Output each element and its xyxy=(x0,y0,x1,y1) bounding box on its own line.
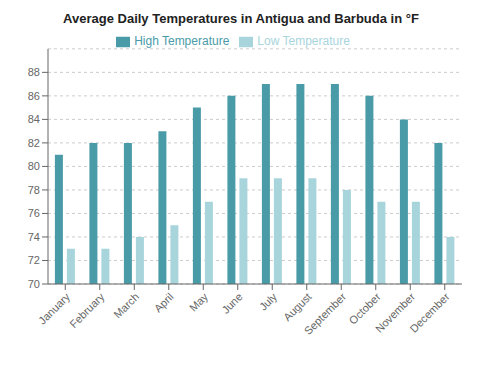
svg-text:November: November xyxy=(372,290,418,335)
svg-text:86: 86 xyxy=(28,90,40,102)
svg-text:88: 88 xyxy=(28,66,40,78)
svg-text:July: July xyxy=(257,290,280,313)
svg-text:January: January xyxy=(36,290,73,327)
svg-text:September: September xyxy=(302,290,349,337)
svg-text:May: May xyxy=(187,290,211,314)
svg-text:December: December xyxy=(407,290,452,335)
html-text:Low Temperature: Low Temperature xyxy=(257,34,350,48)
svg-text:March: March xyxy=(111,290,141,320)
svg-text:78: 78 xyxy=(28,184,40,196)
svg-text:August: August xyxy=(281,290,314,323)
svg-text:April: April xyxy=(152,290,176,314)
html-text:Average Daily Temperatures in: Average Daily Temperatures in Antigua an… xyxy=(63,11,419,26)
svg-text:72: 72 xyxy=(28,254,40,266)
html-text:High Temperature: High Temperature xyxy=(134,34,230,48)
svg-text:80: 80 xyxy=(28,160,40,172)
svg-text:76: 76 xyxy=(28,207,40,219)
svg-text:82: 82 xyxy=(28,137,40,149)
svg-text:74: 74 xyxy=(28,231,40,243)
svg-text:84: 84 xyxy=(28,113,40,125)
svg-text:70: 70 xyxy=(28,278,40,290)
svg-text:February: February xyxy=(67,290,107,330)
svg-text:October: October xyxy=(346,290,383,327)
svg-text:June: June xyxy=(219,290,244,315)
